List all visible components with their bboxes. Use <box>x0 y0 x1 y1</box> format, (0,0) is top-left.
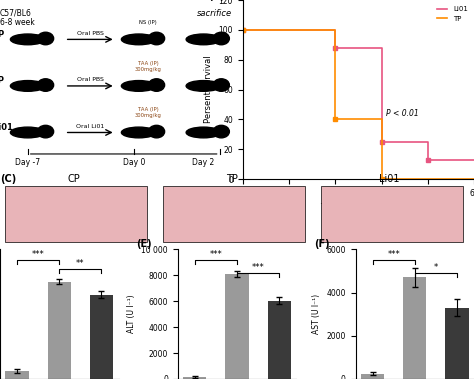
Text: ***: *** <box>32 250 45 259</box>
Ellipse shape <box>121 81 156 91</box>
Bar <box>5 186 147 242</box>
Y-axis label: Persent survival: Persent survival <box>204 56 213 123</box>
Text: CP: CP <box>0 30 5 39</box>
Ellipse shape <box>10 81 45 91</box>
Ellipse shape <box>10 34 45 45</box>
Li01 <box>425 158 430 163</box>
TP <box>379 117 384 122</box>
Li01 <box>240 28 246 32</box>
Bar <box>90 295 113 379</box>
Circle shape <box>213 32 229 45</box>
TP <box>332 117 338 122</box>
TP <box>240 28 246 32</box>
Li01 <box>332 46 338 51</box>
Text: Li01: Li01 <box>0 123 13 132</box>
Text: Li01: Li01 <box>379 174 400 184</box>
Text: (F): (F) <box>314 239 329 249</box>
Bar <box>163 186 305 242</box>
Text: (C): (C) <box>0 174 16 184</box>
Bar <box>183 377 206 379</box>
Circle shape <box>37 79 54 91</box>
Text: TP: TP <box>0 76 5 85</box>
Y-axis label: AST (U l⁻¹): AST (U l⁻¹) <box>312 294 321 334</box>
Text: (B): (B) <box>208 0 225 1</box>
Text: TP: TP <box>226 174 237 184</box>
Ellipse shape <box>121 127 156 138</box>
Ellipse shape <box>186 34 221 45</box>
Text: ***: *** <box>387 250 400 259</box>
Text: NS (IP): NS (IP) <box>139 20 157 25</box>
X-axis label: Time after TAA (h): Time after TAA (h) <box>320 203 397 212</box>
Ellipse shape <box>186 81 221 91</box>
Circle shape <box>213 79 229 91</box>
Bar <box>321 186 463 242</box>
Text: Day -7: Day -7 <box>15 158 40 167</box>
Text: CP: CP <box>67 174 80 184</box>
Text: Day 2: Day 2 <box>192 158 215 167</box>
Text: Oral Li01: Oral Li01 <box>76 124 104 129</box>
Circle shape <box>37 32 54 45</box>
Li01 <box>379 46 384 51</box>
TP <box>471 177 474 181</box>
Li01 <box>332 28 338 32</box>
Circle shape <box>37 125 54 138</box>
Text: ***: *** <box>252 263 264 272</box>
Line: TP: TP <box>243 30 474 179</box>
TP <box>379 177 384 181</box>
Circle shape <box>148 79 164 91</box>
Li01 <box>379 139 384 144</box>
Circle shape <box>148 32 164 45</box>
Text: TAA (IP)
300mg/kg: TAA (IP) 300mg/kg <box>135 61 162 72</box>
Text: (E): (E) <box>137 239 152 249</box>
Bar <box>225 274 249 379</box>
Text: Oral PBS: Oral PBS <box>77 31 104 36</box>
Text: C57/BL6: C57/BL6 <box>0 9 32 18</box>
Ellipse shape <box>186 127 221 138</box>
Y-axis label: ALT (U l⁻¹): ALT (U l⁻¹) <box>127 295 136 334</box>
Text: **: ** <box>76 259 85 268</box>
Li01 <box>471 158 474 163</box>
Line: Li01: Li01 <box>243 30 474 160</box>
TP <box>332 28 338 32</box>
Text: *: * <box>434 263 438 272</box>
Text: sacrifice: sacrifice <box>197 9 232 18</box>
Ellipse shape <box>121 34 156 45</box>
Text: P < 0.01: P < 0.01 <box>386 110 419 118</box>
Circle shape <box>213 125 229 138</box>
Circle shape <box>148 125 164 138</box>
Bar <box>446 308 469 379</box>
Bar <box>403 277 427 379</box>
Bar <box>47 282 71 379</box>
Legend: Li01, TP: Li01, TP <box>434 3 471 25</box>
Text: Day 0: Day 0 <box>123 158 146 167</box>
Bar <box>268 301 291 379</box>
Text: Oral PBS: Oral PBS <box>77 77 104 82</box>
Bar <box>361 374 384 379</box>
Li01 <box>425 139 430 144</box>
Text: TAA (IP)
300mg/kg: TAA (IP) 300mg/kg <box>135 107 162 118</box>
Ellipse shape <box>10 127 45 138</box>
Text: ***: *** <box>210 250 222 259</box>
Bar <box>5 371 28 379</box>
Text: 6-8 week: 6-8 week <box>0 18 35 27</box>
